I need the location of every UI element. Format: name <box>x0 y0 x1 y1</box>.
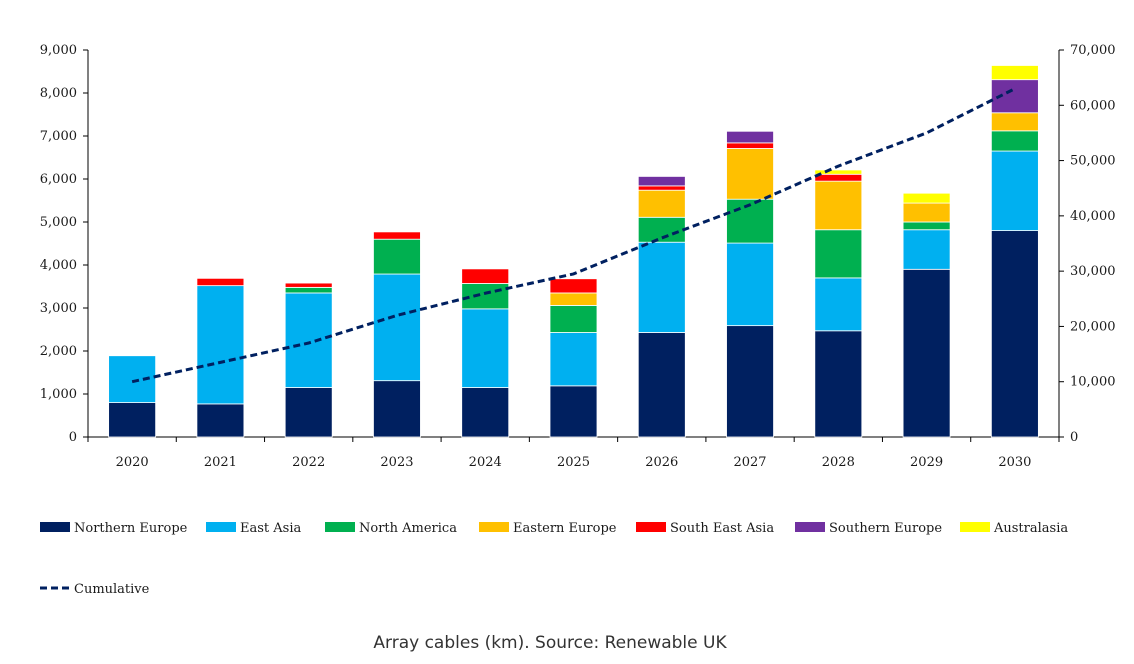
bar-segment-east-asia <box>902 229 951 270</box>
x-tick-label: 2028 <box>822 455 855 470</box>
bar-segment-australasia <box>814 169 863 175</box>
bar-segment-north-america <box>990 130 1039 152</box>
right-y-tick-label: 20,000 <box>1070 319 1116 334</box>
bar-segment-east-asia <box>373 273 421 382</box>
x-tick-label: 2026 <box>645 455 678 470</box>
left-y-tick-label: 4,000 <box>40 258 77 273</box>
bar-segment-north-america <box>814 229 863 279</box>
bar-segment-northern-europe <box>990 230 1039 438</box>
right-y-tick-label: 10,000 <box>1070 375 1116 390</box>
legend-label-southern-europe: Southern Europe <box>829 521 942 536</box>
bar-segment-south-east-asia <box>196 277 245 287</box>
legend-label-south-east-asia: South East Asia <box>670 521 774 536</box>
bar-segment-northern-europe <box>461 387 510 438</box>
chart-caption: Array cables (km). Source: Renewable UK <box>373 633 727 653</box>
bar-segment-northern-europe <box>373 380 421 438</box>
bar-segment-southern-europe <box>726 130 774 144</box>
bar-segment-south-east-asia <box>726 142 774 149</box>
left-y-tick-label: 1,000 <box>40 387 77 402</box>
right-y-tick-label: 50,000 <box>1070 154 1116 169</box>
legend-swatch-northern-europe <box>40 522 70 532</box>
bar-segment-northern-europe <box>108 402 157 438</box>
left-y-tick-label: 2,000 <box>40 344 77 359</box>
bar-segment-east-asia <box>461 308 510 388</box>
x-tick-label: 2022 <box>292 455 325 470</box>
bar-segment-northern-europe <box>726 325 774 438</box>
bar-segment-north-america <box>284 286 333 294</box>
bar-segment-eastern-europe <box>902 202 951 223</box>
bar-segment-east-asia <box>814 277 863 332</box>
legend-label-east-asia: East Asia <box>240 521 301 536</box>
legend-label-australasia: Australasia <box>993 521 1068 536</box>
legend-label-north-america: North America <box>359 521 457 536</box>
legend-swatch-southern-europe <box>795 522 825 532</box>
bar-segment-northern-europe <box>902 268 951 438</box>
bar-segment-eastern-europe <box>990 112 1039 132</box>
x-tick-label: 2029 <box>910 455 943 470</box>
right-y-tick-label: 0 <box>1070 430 1078 445</box>
left-y-tick-label: 8,000 <box>40 86 77 101</box>
bar-segment-south-east-asia <box>373 231 421 240</box>
bar-segment-australasia <box>990 65 1039 81</box>
left-y-tick-label: 3,000 <box>40 301 77 316</box>
legend-label-northern-europe: Northern Europe <box>74 521 188 536</box>
bar-segment-south-east-asia <box>549 278 598 294</box>
bar-segment-australasia <box>902 192 951 204</box>
bar-segment-eastern-europe <box>549 292 598 306</box>
legend-swatch-south-east-asia <box>636 522 666 532</box>
bar-segment-east-asia <box>990 150 1039 232</box>
bar-segment-north-america <box>373 238 421 275</box>
bar-segment-northern-europe <box>284 387 333 438</box>
bar-segment-eastern-europe <box>637 189 686 218</box>
bar-segment-southern-europe <box>637 176 686 187</box>
left-y-tick-label: 7,000 <box>40 129 77 144</box>
bar-segment-east-asia <box>196 285 245 405</box>
right-y-tick-label: 60,000 <box>1070 98 1116 113</box>
bar-segment-northern-europe <box>196 403 245 438</box>
bar-segment-north-america <box>549 305 598 333</box>
legend-swatch-eastern-europe <box>479 522 509 532</box>
bar-segment-northern-europe <box>814 330 863 438</box>
bar-segment-south-east-asia <box>637 185 686 191</box>
cumulative-line <box>131 87 1016 384</box>
bar-segment-eastern-europe <box>726 148 774 200</box>
bar-segment-eastern-europe <box>814 180 863 231</box>
bar-segment-south-east-asia <box>461 268 510 284</box>
legend-label-cumulative: Cumulative <box>74 582 150 597</box>
legend-label-eastern-europe: Eastern Europe <box>513 521 617 536</box>
left-y-tick-label: 6,000 <box>40 172 77 187</box>
x-tick-label: 2024 <box>469 455 502 470</box>
stacked-bar-chart: 0 1,000 2,000 3,000 4,000 5,000 6,000 7,000 8,00… <box>40 43 1116 597</box>
left-y-tick-label: 0 <box>69 430 77 445</box>
bar-segment-east-asia <box>726 242 774 327</box>
right-y-tick-label: 40,000 <box>1070 209 1116 224</box>
bar-segment-north-america <box>726 198 774 244</box>
bar-segment-northern-europe <box>549 385 598 438</box>
bar-segment-east-asia <box>284 292 333 388</box>
bar-segment-north-america <box>461 283 510 310</box>
bar-segment-east-asia <box>637 241 686 333</box>
bar-segment-north-america <box>637 216 686 243</box>
right-y-tick-label: 70,000 <box>1070 43 1116 58</box>
x-tick-label: 2023 <box>380 455 413 470</box>
x-tick-label: 2027 <box>733 455 766 470</box>
x-tick-label: 2021 <box>204 455 237 470</box>
bar-segment-east-asia <box>549 332 598 387</box>
bar-segment-south-east-asia <box>814 173 863 182</box>
bar-segment-northern-europe <box>637 332 686 438</box>
bar-segment-north-america <box>902 221 951 231</box>
bar-segment-south-east-asia <box>284 282 333 288</box>
legend-swatch-east-asia <box>206 522 236 532</box>
left-y-tick-label: 5,000 <box>40 215 77 230</box>
x-tick-label: 2030 <box>998 455 1031 470</box>
x-tick-label: 2020 <box>116 455 149 470</box>
x-tick-label: 2025 <box>557 455 590 470</box>
legend-swatch-north-america <box>325 522 355 532</box>
legend-swatch-australasia <box>960 522 990 532</box>
left-y-tick-label: 9,000 <box>40 43 77 58</box>
right-y-tick-label: 30,000 <box>1070 264 1116 279</box>
